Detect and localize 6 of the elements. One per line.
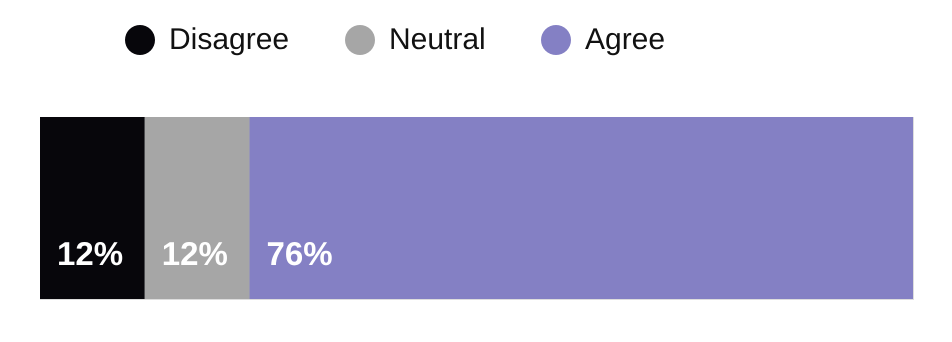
data-label: 12% bbox=[57, 235, 124, 272]
legend-label: Agree bbox=[585, 23, 666, 56]
data-label: 76% bbox=[266, 235, 333, 272]
legend-label: Neutral bbox=[389, 23, 486, 56]
legend-label: Disagree bbox=[169, 23, 290, 56]
data-label: 12% bbox=[162, 235, 228, 272]
